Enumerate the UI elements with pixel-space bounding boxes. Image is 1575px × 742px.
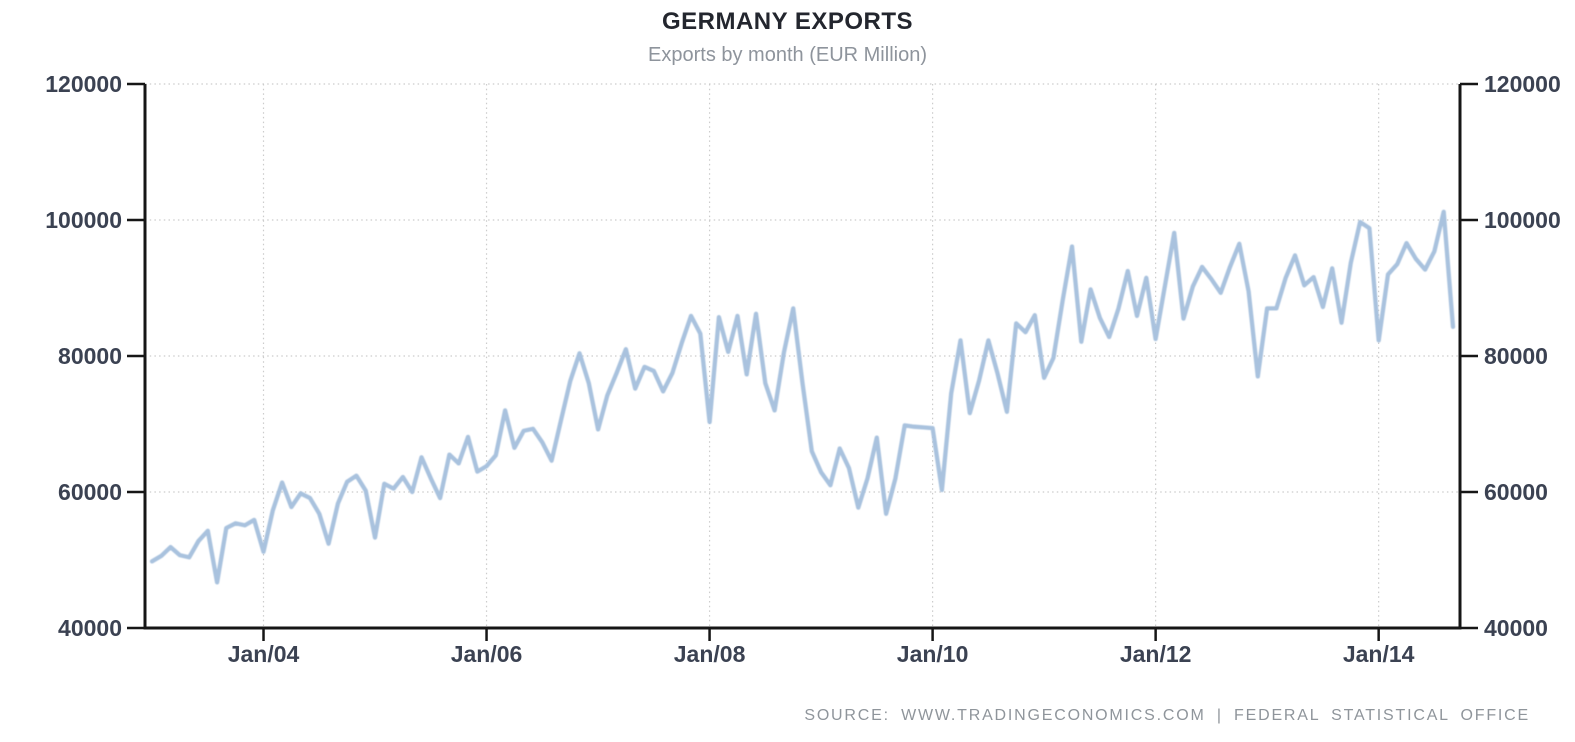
- y-tick-label-right: 40000: [1484, 615, 1548, 641]
- page-title: GERMANY EXPORTS: [661, 8, 914, 35]
- y-tick-label-right: 60000: [1484, 479, 1548, 505]
- y-tick-label-right: 80000: [1484, 343, 1548, 369]
- y-tick-label-right: 120000: [1484, 71, 1561, 97]
- x-tick-label: Jan/14: [1342, 641, 1415, 667]
- chart-subtitle: Exports by month (EUR Million): [648, 44, 927, 66]
- x-tick-label: Jan/04: [227, 641, 300, 667]
- y-tick-label-right: 100000: [1484, 207, 1561, 233]
- x-tick-label: Jan/10: [896, 641, 969, 667]
- source-credit: SOURCE: WWW.TRADINGECONOMICS.COM | FEDER…: [804, 707, 1530, 724]
- x-tick-label: Jan/12: [1119, 641, 1192, 667]
- y-tick-label-left: 120000: [45, 71, 122, 97]
- y-tick-label-left: 40000: [58, 615, 122, 641]
- y-tick-label-left: 60000: [58, 479, 122, 505]
- y-tick-label-left: 100000: [45, 207, 122, 233]
- exports-series-line[interactable]: [149, 209, 1456, 585]
- y-tick-label-left: 80000: [58, 343, 122, 369]
- x-tick-label: Jan/08: [673, 641, 746, 667]
- x-tick-label: Jan/06: [450, 641, 523, 667]
